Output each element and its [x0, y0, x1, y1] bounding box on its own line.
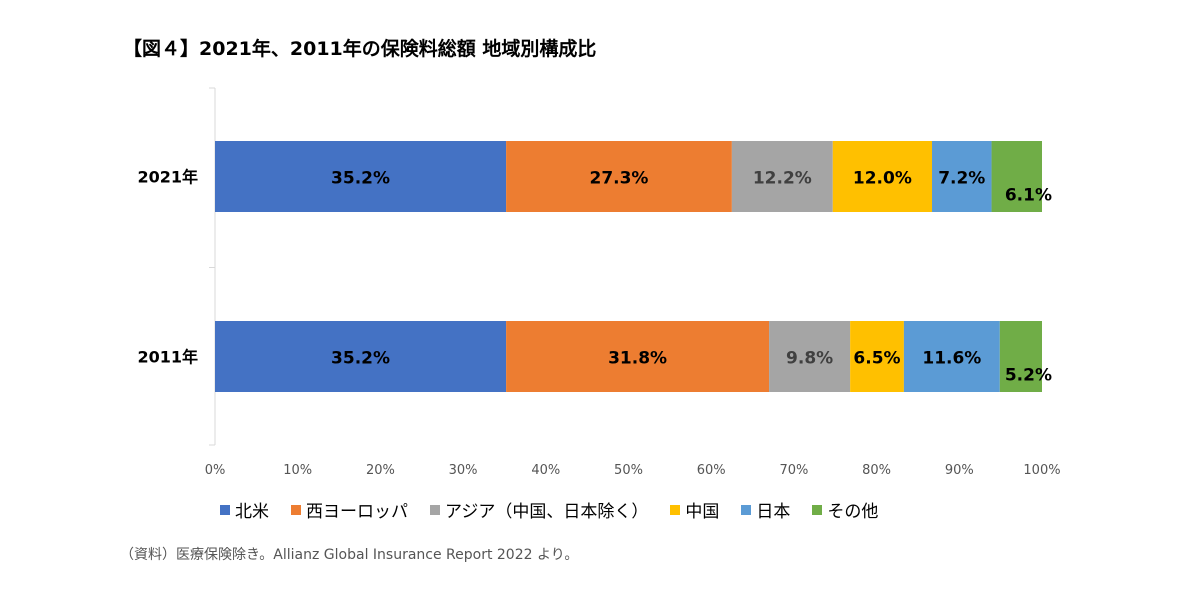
legend-item: 中国 — [670, 497, 719, 522]
data-label: 31.8% — [608, 349, 667, 369]
legend-item: 北米 — [220, 497, 269, 522]
legend-swatch — [430, 504, 440, 515]
legend: 北米 西ヨーロッパ アジア（中国、日本除く） 中国 日本 その他 — [220, 497, 900, 522]
legend-swatch — [670, 504, 681, 515]
legend-label: アジア（中国、日本除く） — [445, 502, 649, 522]
category-label: 2021年 — [137, 168, 198, 187]
x-tick-label: 60% — [697, 463, 726, 478]
legend-label: 西ヨーロッパ — [306, 502, 408, 522]
x-tick-label: 20% — [366, 463, 395, 478]
legend-label: 日本 — [756, 502, 791, 522]
bar-segment — [731, 141, 833, 212]
data-label: 5.2% — [1005, 366, 1052, 386]
data-label: 11.6% — [922, 349, 981, 369]
data-label: 6.5% — [853, 349, 900, 369]
bar-segment — [769, 321, 851, 392]
data-label: 6.1% — [1005, 186, 1052, 206]
data-label: 27.3% — [589, 169, 648, 189]
data-label: 35.2% — [331, 349, 390, 369]
legend-swatch — [220, 504, 230, 515]
x-tick-label: 90% — [945, 463, 974, 478]
x-tick-label: 100% — [1023, 463, 1060, 478]
bar-segment — [903, 321, 1000, 392]
source-note: （資料）医療保険除き。Allianz Global Insurance Repo… — [120, 547, 579, 563]
bar-segment — [506, 141, 732, 212]
x-tick-label: 30% — [449, 463, 478, 478]
legend-item: 西ヨーロッパ — [291, 497, 408, 522]
data-label: 35.2% — [331, 169, 390, 189]
legend-item: 日本 — [741, 497, 790, 522]
legend-swatch — [741, 504, 752, 515]
bar-segment — [850, 321, 904, 392]
bar-segment — [999, 321, 1042, 392]
x-tick-label: 10% — [283, 463, 312, 478]
x-tick-label: 80% — [862, 463, 891, 478]
legend-label: 北米 — [235, 502, 269, 522]
bar-segment — [832, 141, 933, 212]
bar-segment — [932, 141, 992, 212]
category-label: 2011年 — [137, 348, 198, 367]
bar-segment — [215, 141, 507, 212]
chart-title: 【図４】2021年、2011年の保険料総額 地域別構成比 — [123, 38, 597, 60]
data-label: 7.2% — [938, 169, 985, 189]
x-tick-label: 70% — [779, 463, 808, 478]
legend-label: その他 — [827, 502, 879, 522]
legend-item: その他 — [812, 497, 878, 522]
x-tick-label: 50% — [614, 463, 643, 478]
bar-segment — [506, 321, 770, 392]
data-label: 12.2% — [753, 169, 812, 189]
data-label: 9.8% — [786, 349, 833, 369]
x-tick-label: 0% — [205, 463, 226, 478]
legend-swatch — [291, 504, 301, 515]
legend-swatch — [812, 504, 823, 515]
legend-label: 中国 — [685, 502, 720, 522]
data-label: 12.0% — [853, 169, 912, 189]
x-tick-label: 40% — [531, 463, 560, 478]
legend-item: アジア（中国、日本除く） — [430, 497, 648, 522]
bar-segment — [991, 141, 1042, 212]
bar-segment — [215, 321, 507, 392]
